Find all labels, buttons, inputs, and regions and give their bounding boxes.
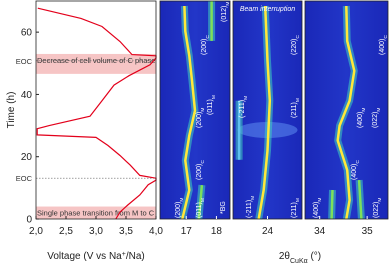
peak-label-text: (200) [201, 39, 208, 55]
peak [336, 5, 356, 220]
x-axis-label-tail: /Na) [126, 251, 145, 262]
x-axis-label-sub: CuKα [290, 258, 308, 265]
peak-label-sub: M [361, 108, 367, 112]
voltage-curve [36, 7, 157, 220]
peak-label-text: (011) [196, 202, 203, 218]
x-axis-label-tail: (°) [308, 251, 321, 262]
peak-label: (400)C [379, 35, 389, 55]
peak-label: (400)M [313, 198, 323, 218]
peak-label-sub: M [295, 98, 301, 102]
x-tick-label: 18 [211, 226, 223, 237]
peak-label: (211)M [291, 98, 301, 118]
peak-label-text: (011) [207, 99, 214, 115]
peak [330, 189, 334, 220]
peak [197, 184, 204, 220]
peak-label-sub: C [200, 160, 206, 164]
x-tick-label: 34 [314, 226, 326, 237]
x-tick-label: 3,5 [119, 226, 133, 237]
peak-label-sub: M [250, 196, 256, 200]
y-tick-label: 0 [26, 215, 32, 226]
x-axis-label-text: Voltage (V vs Na [47, 251, 122, 262]
band [36, 206, 156, 219]
peak-label-sub: M [211, 95, 217, 99]
peak-label-sub: M [376, 108, 382, 112]
peak-label: (220)C [291, 35, 301, 55]
x-tick-label: 2,5 [59, 226, 73, 237]
peak-label: (200)C [196, 160, 206, 180]
peak-label: (022)M [372, 108, 382, 128]
peak-label-text: (400) [379, 39, 386, 55]
peak-label-sub: M [225, 2, 231, 6]
band [36, 53, 156, 74]
x-axis-label-sup: + [122, 251, 126, 258]
peak-label-sub: M [243, 96, 249, 100]
peak-label-text: (200) [175, 202, 182, 218]
eoc-label: EOC [16, 57, 33, 66]
peak-label: (211)M [291, 198, 301, 218]
y-tick-label: 60 [21, 28, 33, 39]
peak-label-text: (211) [291, 102, 298, 118]
peak-label-text: (200) [196, 112, 203, 128]
peak-label: (200)M [196, 108, 206, 128]
peak [357, 180, 363, 220]
x-tick-label: 24 [262, 226, 274, 237]
plot-frame [304, 0, 389, 220]
peak-label: (012)M [221, 2, 231, 22]
peak-label-text: (220) [291, 39, 298, 55]
panel-title: Beam interruption [240, 6, 295, 13]
peak-label: (200)M [175, 198, 185, 218]
peak-label-sub: M [377, 198, 383, 202]
peak-label-sub: C [383, 35, 389, 39]
peak-label-sub: C [205, 35, 211, 39]
peak [181, 5, 197, 220]
eoc-label: EOC [16, 174, 33, 183]
peak-label-text: (-211) [246, 200, 253, 218]
peak-label-sub: C [355, 160, 361, 164]
peak-label-text: (211) [291, 202, 298, 218]
peak-label-text: (022) [373, 202, 380, 218]
peak [257, 5, 272, 220]
x-axis-label: 2θCuKα (°) [279, 251, 321, 265]
peak-label-sub: M [200, 108, 206, 112]
peak-label-sub: M [317, 198, 323, 202]
peak-label: (400)M [357, 108, 367, 128]
peak-label-text: (200) [196, 164, 203, 180]
x-tick-label: 17 [181, 226, 193, 237]
x-tick-label: 35 [362, 226, 374, 237]
y-tick-label: 40 [21, 90, 33, 101]
peak-label: (200)C [201, 35, 211, 55]
peak-label: (-211)M [239, 96, 249, 118]
band-label: Single phase transition from M to C [37, 209, 155, 218]
peak-label-text: (400) [357, 112, 364, 128]
peak-label-text: *BG [220, 201, 227, 214]
x-tick-label: 3,0 [89, 226, 103, 237]
peak-label-text: (400) [313, 202, 320, 218]
peak-label-text: (022) [372, 112, 379, 128]
peak-label: *BG [220, 201, 227, 214]
peak-label-sub: M [179, 198, 185, 202]
band-label: Decrease of cell volume of C phase [37, 56, 155, 65]
plot-frame [159, 0, 231, 220]
peak-label-sub: M [295, 198, 301, 202]
y-tick-label: 20 [21, 152, 33, 163]
plot-frame [35, 0, 157, 220]
peak-label: (400)C [351, 160, 361, 180]
peak-label: (011)M [207, 95, 217, 115]
peak-label-text: (400) [351, 164, 358, 180]
y-axis-label: Time (h) [6, 92, 17, 129]
x-axis-label-text: 2θ [279, 251, 291, 262]
x-tick-label: 4,0 [149, 226, 163, 237]
peak-label-text: (-211) [239, 100, 246, 118]
peak-label-text: (012) [221, 6, 228, 22]
peak-label: (022)M [373, 198, 383, 218]
peak-label: (011)M [196, 198, 206, 218]
peak-label: (-211)M [246, 196, 256, 218]
peak-label-sub: M [200, 198, 206, 202]
peak-label-sub: C [295, 35, 301, 39]
x-tick-label: 2,0 [29, 226, 43, 237]
x-axis-label: Voltage (V vs Na+/Na) [47, 251, 144, 263]
